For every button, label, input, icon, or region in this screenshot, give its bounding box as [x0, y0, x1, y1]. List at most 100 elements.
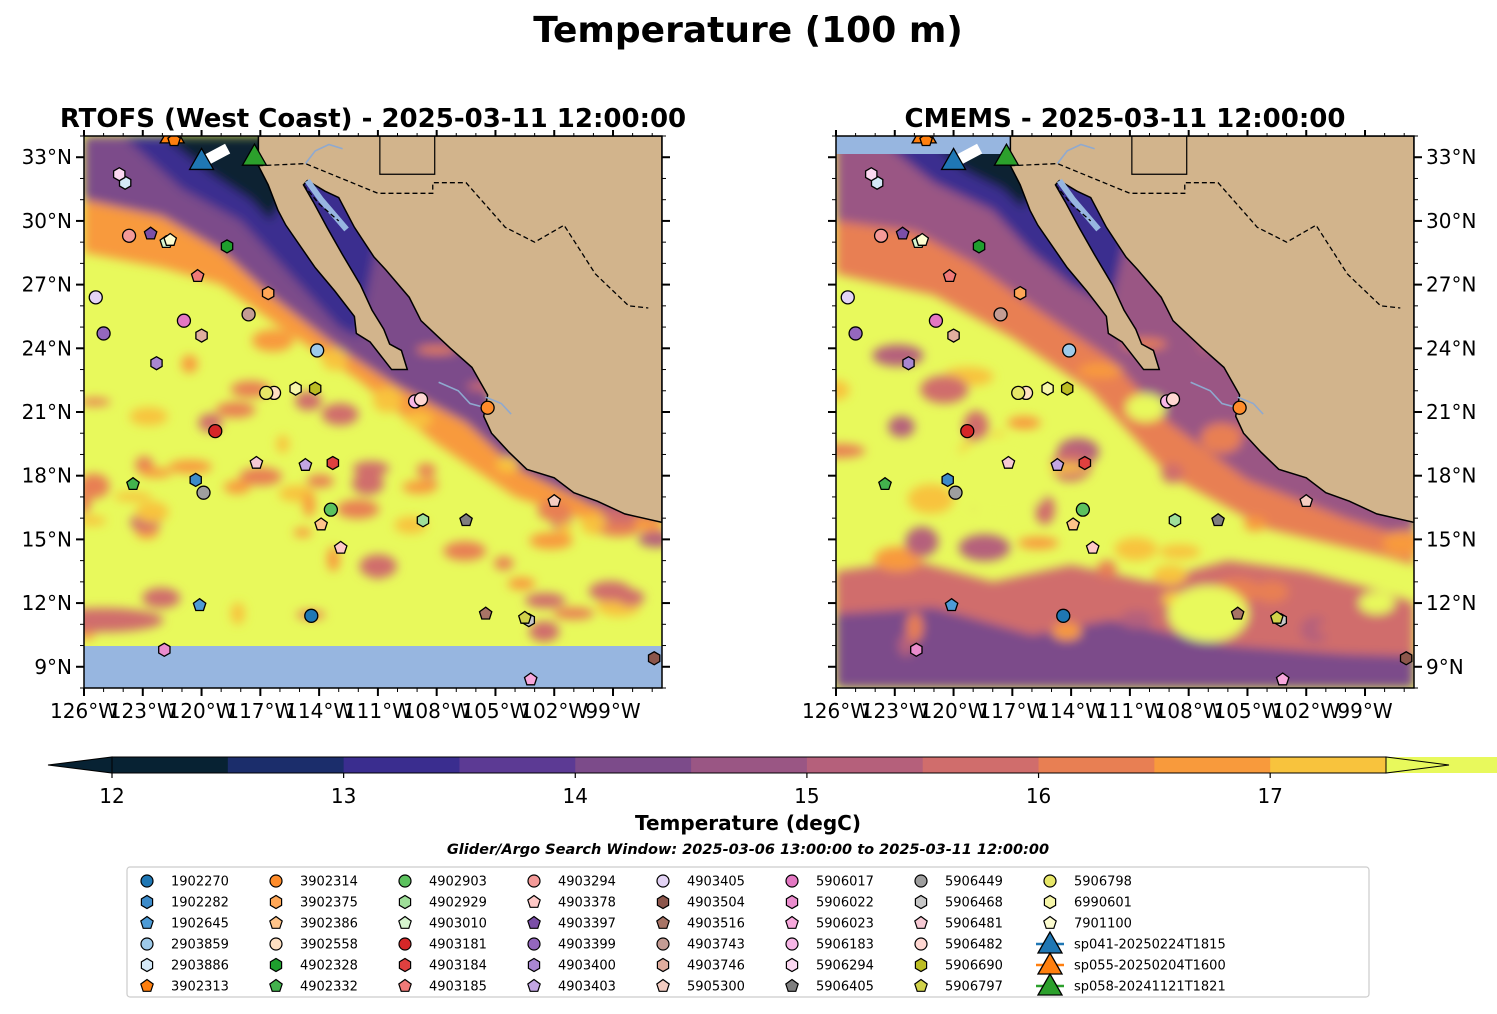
field-eddy-south — [84, 608, 164, 633]
legend-item: 3902386 — [269, 915, 358, 932]
legend-marker — [527, 874, 541, 888]
legend-marker — [914, 978, 928, 992]
legend-marker — [914, 915, 928, 929]
legend-marker — [140, 894, 154, 910]
field-warm-eddy — [1168, 585, 1249, 642]
field-eddy — [958, 534, 1011, 562]
field-eddy — [874, 546, 923, 572]
y-tick-label: 30°N — [22, 209, 72, 233]
legend-item: 5906405 — [785, 978, 874, 995]
field-eddy — [920, 375, 969, 404]
colorbar-segment — [575, 757, 692, 773]
float-marker-5906690 — [1060, 381, 1074, 396]
legend-item: 4903400 — [527, 957, 616, 974]
legend-label: 4902929 — [429, 896, 487, 911]
legend-item: 5906294 — [785, 957, 874, 974]
legend-label: 5906405 — [816, 980, 874, 995]
field-warm-eddy — [952, 435, 1053, 516]
legend-marker — [140, 915, 154, 929]
float-marker-5905300 — [547, 493, 562, 508]
legend-label: sp055-20250204T1600 — [1074, 959, 1226, 974]
float-marker-1902282 — [189, 472, 202, 488]
legend-marker — [785, 894, 799, 910]
legend-item: 4902328 — [269, 957, 358, 974]
legend-item: 4903516 — [656, 915, 745, 932]
legend-marker — [269, 937, 283, 951]
float-marker-3902313 — [919, 136, 934, 147]
legend-label: 4903405 — [687, 875, 745, 890]
field-eddy — [1243, 516, 1266, 532]
legend-marker — [398, 894, 412, 910]
legend-marker — [527, 937, 541, 951]
field-eddy — [598, 523, 640, 537]
y-tick-label: 27°N — [22, 273, 72, 297]
field-eddy — [372, 387, 402, 413]
legend-marker — [527, 915, 541, 929]
no-data-band-cmems — [836, 136, 1036, 154]
float-marker-5906482 — [413, 392, 429, 407]
float-marker-4903400 — [902, 355, 915, 371]
float-marker-5906481 — [1001, 455, 1016, 469]
float-marker-4903185 — [942, 268, 957, 283]
glider-track-swath — [203, 143, 231, 165]
x-tick-label: 108°W — [1155, 699, 1223, 723]
legend-label: 4902332 — [300, 980, 358, 995]
float-marker-3902314 — [480, 400, 495, 415]
legend-label: 3902375 — [300, 896, 358, 911]
colorbar-label: Temperature (degC) — [635, 811, 861, 835]
field-eddy — [416, 345, 458, 355]
legend-label: 5906023 — [816, 917, 874, 932]
float-marker-5906798 — [259, 385, 274, 401]
river-0 — [304, 143, 343, 165]
legend-label: 2903859 — [171, 938, 229, 953]
legend-item: 3902314 — [269, 874, 358, 890]
float-marker-3902313 — [167, 136, 182, 147]
argo-floats-rtofs — [88, 136, 661, 686]
legend-label: 3902313 — [171, 980, 229, 995]
legend-item: 4903403 — [527, 978, 616, 995]
y-tick-label: 12°N — [22, 591, 72, 615]
y-tick-label: 27°N — [1426, 273, 1476, 297]
legend-marker — [269, 894, 283, 910]
legend-marker — [656, 937, 670, 951]
legend-label: 4903010 — [429, 917, 487, 932]
ticks-rtofs: 126°W123°W120°W117°W114°W111°W108°W105°W… — [22, 130, 670, 723]
field-eddy — [168, 460, 213, 474]
border-line-0 — [1010, 162, 1401, 309]
legend-item: 5906798 — [1043, 874, 1132, 890]
legend-label: 4903397 — [558, 917, 616, 932]
float-marker-5906294 — [112, 166, 126, 182]
legend-marker — [140, 957, 154, 973]
x-tick-label: 108°W — [403, 699, 471, 723]
float-marker-7901100 — [163, 232, 178, 246]
float-marker-4903181 — [208, 423, 223, 439]
float-marker-4903405 — [840, 290, 855, 305]
float-marker-5906022 — [158, 642, 171, 658]
float-marker-5906022 — [910, 642, 923, 658]
colorbar-segment — [922, 757, 1040, 773]
float-marker-2903859 — [1062, 343, 1077, 358]
float-marker-2903859 — [310, 343, 325, 358]
y-tick-label: 33°N — [1426, 145, 1476, 169]
field-eddy — [1114, 537, 1158, 561]
field-eddy — [888, 415, 915, 438]
legend-item: 4903405 — [656, 874, 745, 890]
y-tick-label: 24°N — [1426, 336, 1476, 360]
field-eddy — [1159, 544, 1201, 559]
legend-marker — [785, 874, 799, 888]
glider-track-swath — [955, 143, 983, 165]
float-marker-4902903 — [323, 502, 339, 517]
legend-marker — [656, 874, 670, 888]
river-1 — [438, 381, 486, 409]
legend-item: 4903399 — [527, 937, 616, 953]
colorbar-segment — [343, 757, 460, 773]
float-marker-4903181 — [960, 423, 975, 439]
float-marker-4903516 — [478, 606, 493, 620]
legend-item: 5906797 — [914, 978, 1003, 995]
legend-item: 5906690 — [914, 957, 1003, 974]
field-eddy — [905, 526, 939, 557]
float-marker-4903185 — [190, 268, 205, 283]
legend-marker — [269, 874, 283, 888]
legend-label: 5906482 — [945, 938, 1003, 953]
